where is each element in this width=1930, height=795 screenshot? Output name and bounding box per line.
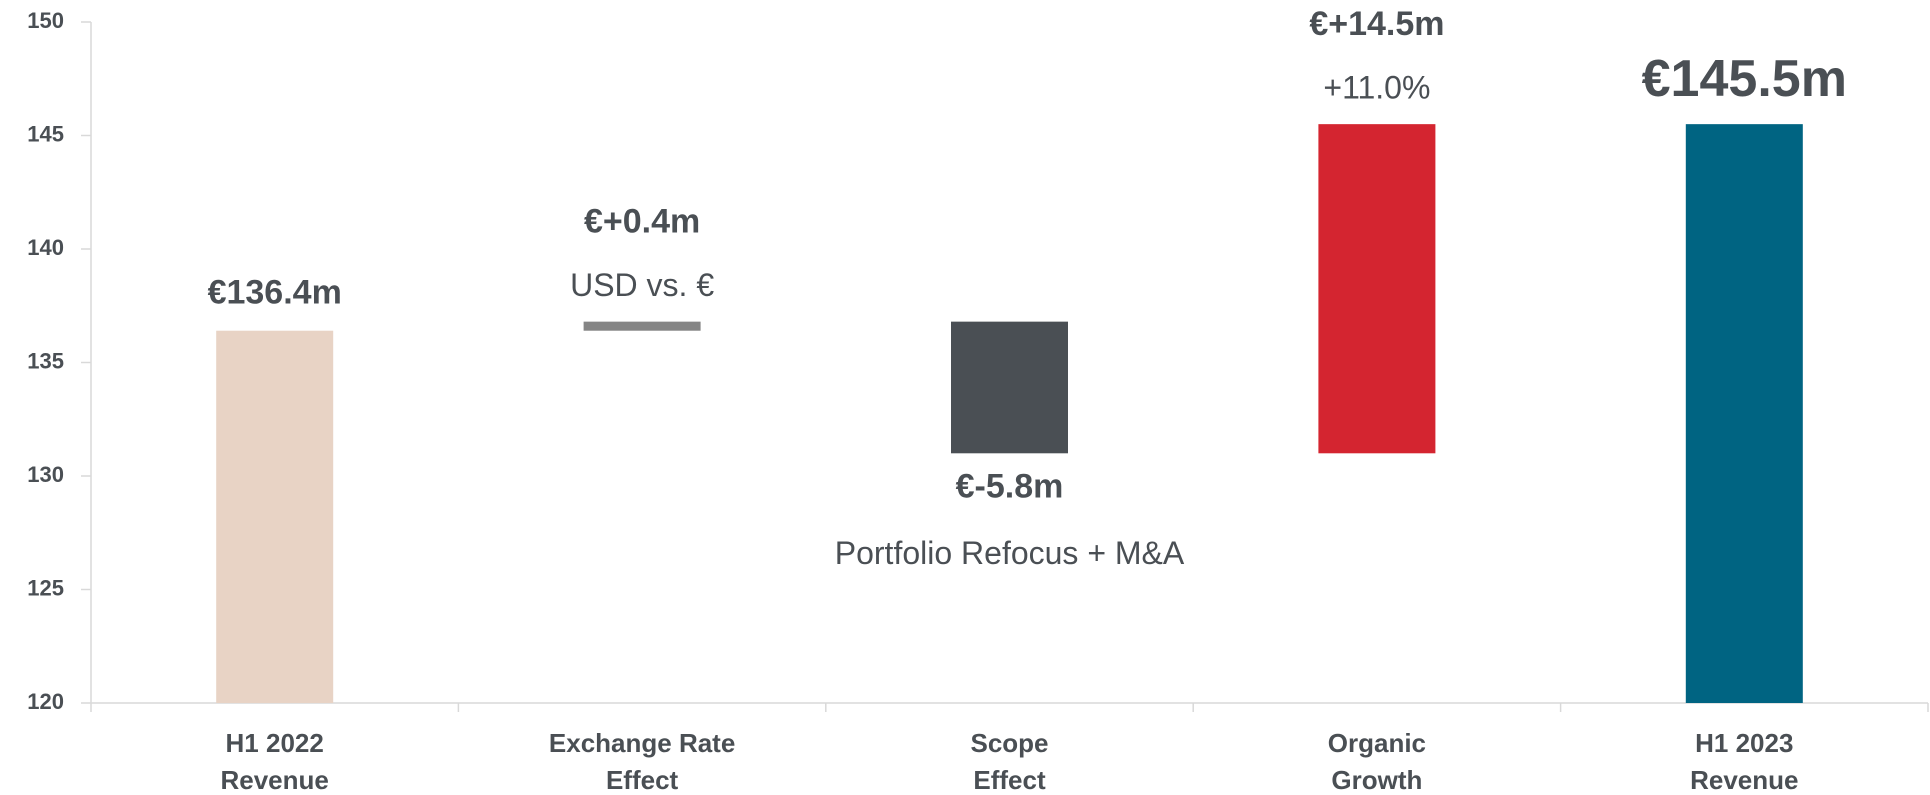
annotation: +11.0% bbox=[1323, 70, 1430, 106]
y-tick-label: 135 bbox=[27, 348, 64, 373]
value-label: €136.4m bbox=[208, 274, 342, 312]
value-label: €145.5m bbox=[1642, 50, 1847, 108]
bar bbox=[951, 321, 1068, 454]
x-tick-label: Organic Growth bbox=[1327, 728, 1427, 795]
y-tick-label: 145 bbox=[27, 121, 64, 146]
y-tick-label: 150 bbox=[27, 8, 64, 33]
x-tick-label: Scope Effect bbox=[970, 728, 1049, 795]
bar bbox=[1685, 124, 1803, 703]
x-tick-label: H1 2023 Revenue bbox=[1690, 728, 1799, 795]
bar bbox=[1318, 124, 1436, 454]
annotation: USD vs. € bbox=[570, 267, 714, 303]
x-tick-label: Exchange Rate Effect bbox=[548, 728, 736, 795]
annotation: Portfolio Refocus + M&A bbox=[835, 535, 1185, 571]
bar bbox=[583, 321, 701, 331]
bar bbox=[216, 330, 334, 703]
x-tick-label: H1 2022 Revenue bbox=[220, 728, 329, 795]
y-tick-label: 140 bbox=[27, 235, 64, 260]
y-tick-label: 125 bbox=[27, 575, 64, 600]
y-tick-label: 120 bbox=[27, 689, 64, 714]
y-tick-label: 130 bbox=[27, 462, 64, 487]
value-label: €+14.5m bbox=[1309, 5, 1444, 43]
value-label: €-5.8m bbox=[956, 467, 1064, 505]
value-label: €+0.4m bbox=[584, 203, 700, 241]
